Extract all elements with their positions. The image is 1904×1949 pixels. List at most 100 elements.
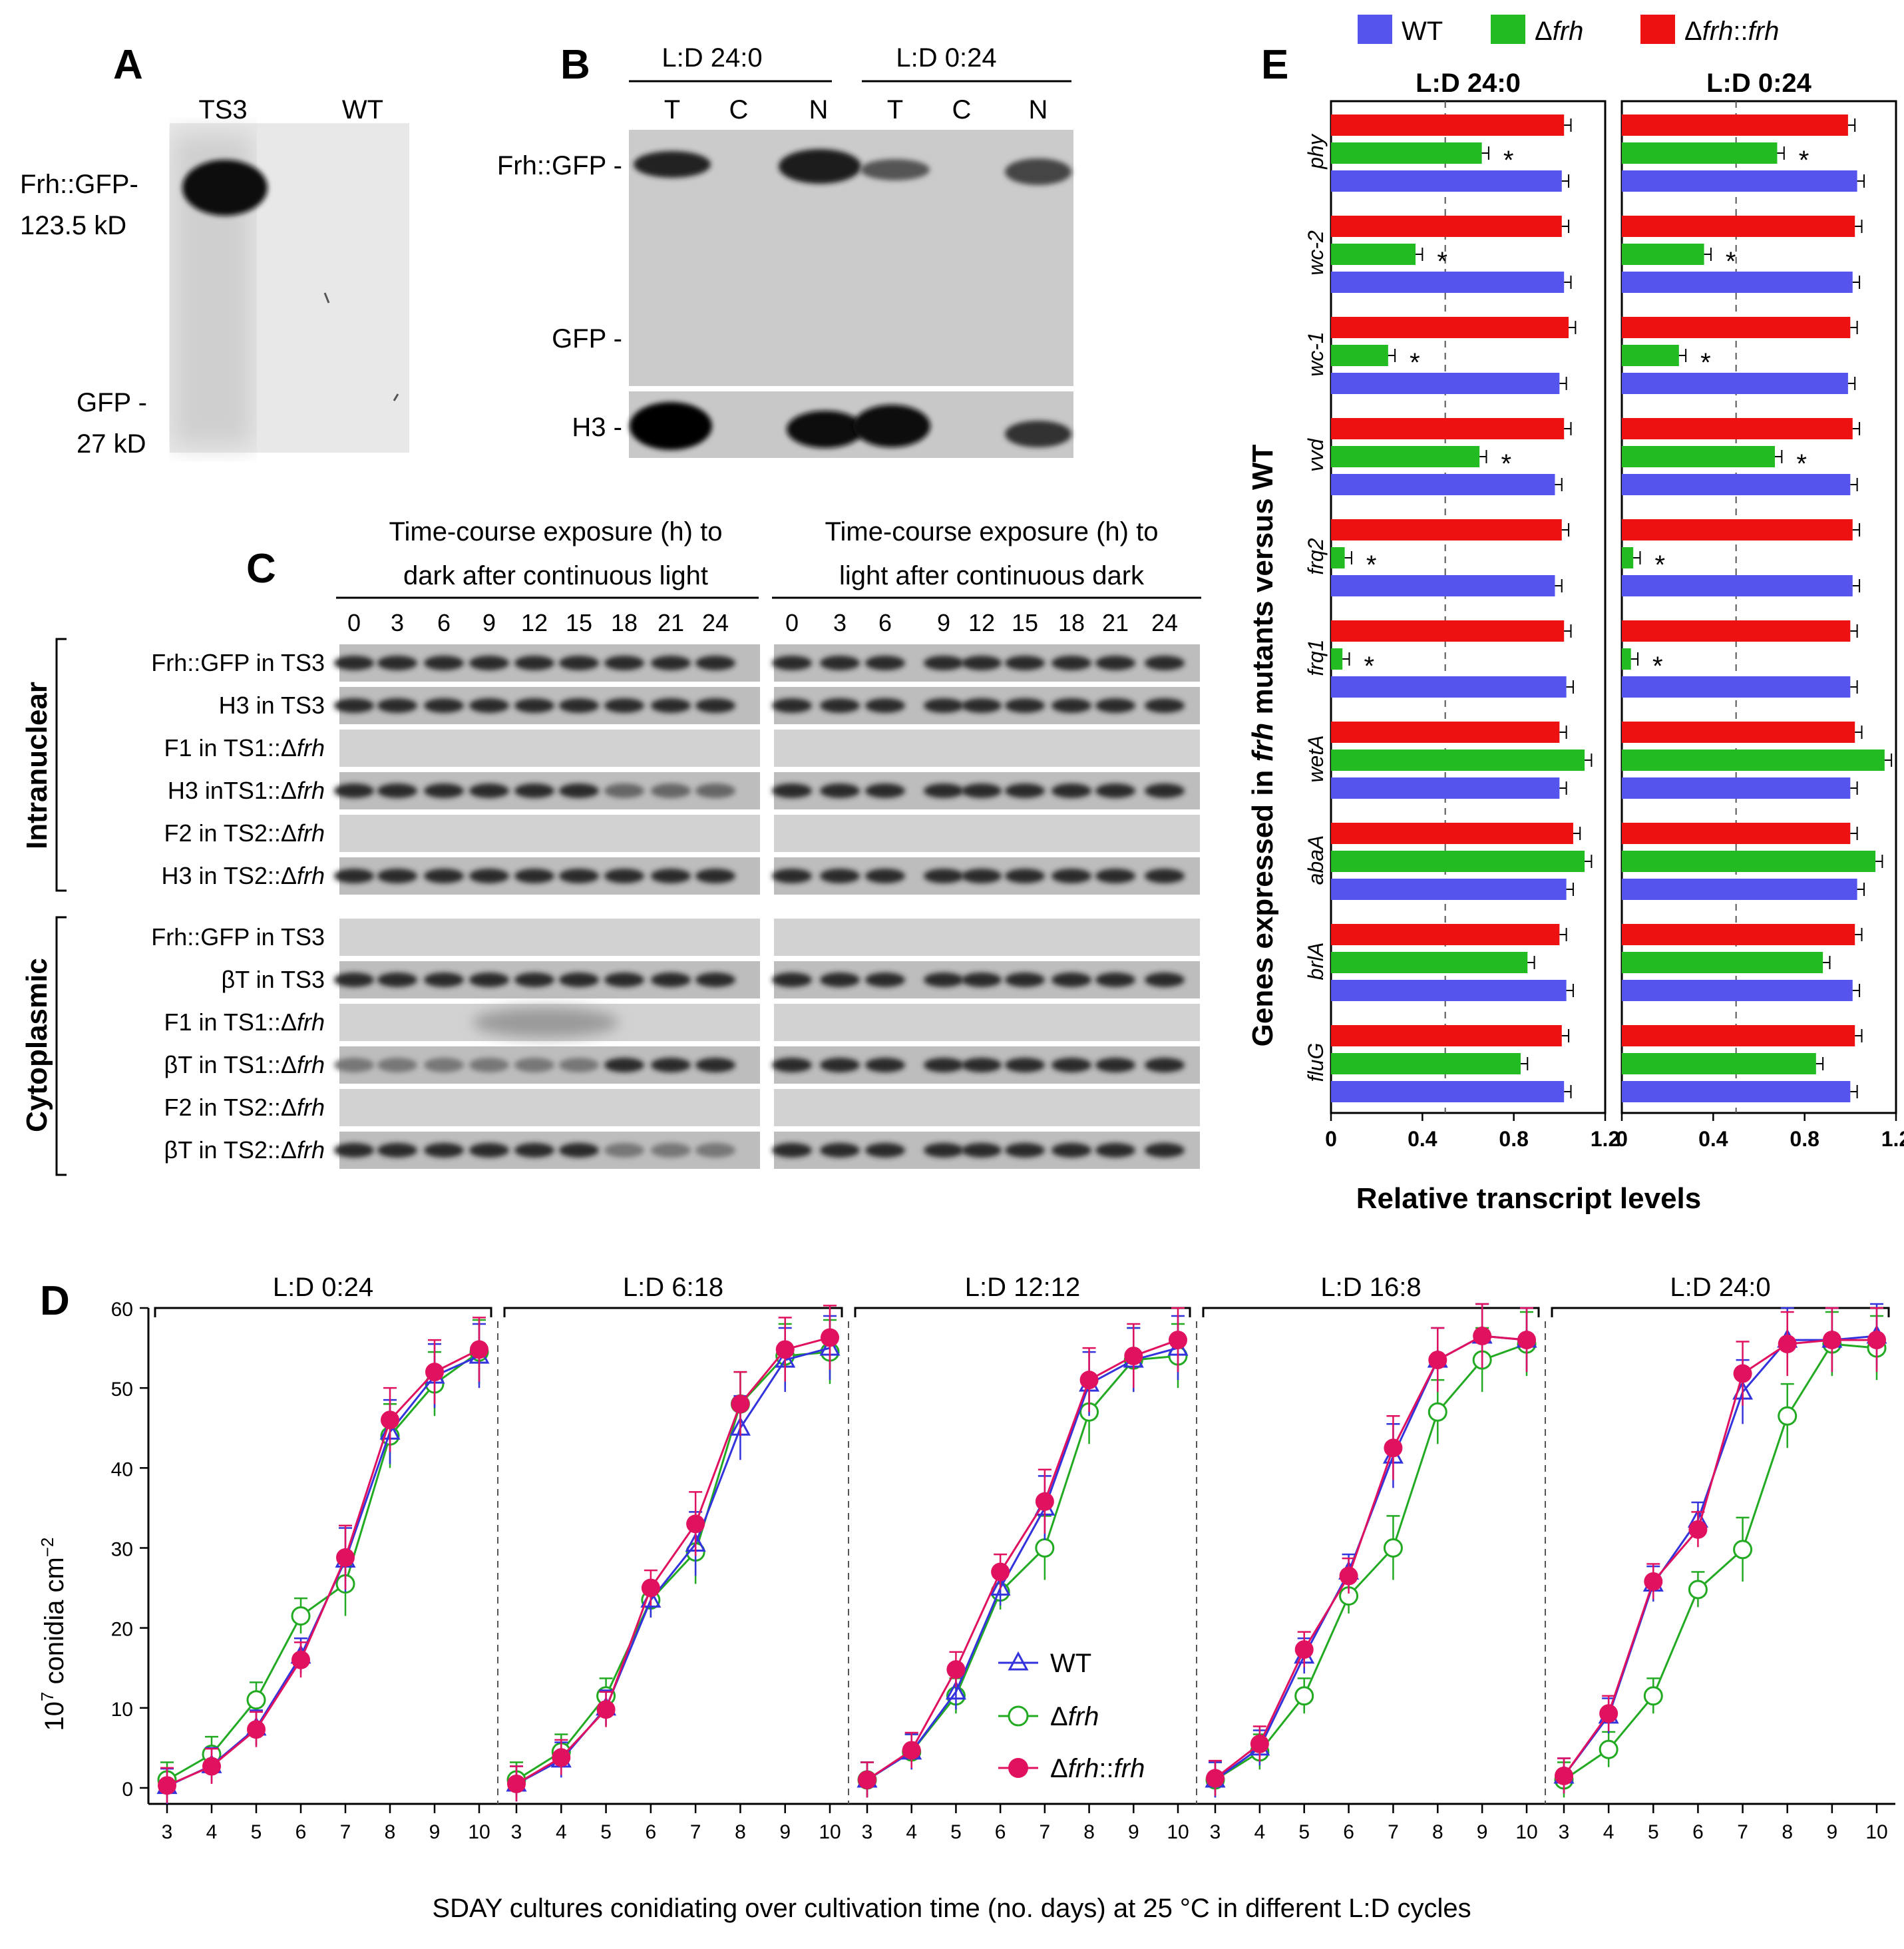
e-bar-0-brlA-0 [1331,924,1560,945]
c-tp-right-3: 3 [833,609,847,636]
label-part: Δ [1684,17,1702,46]
e-bar-1-frq2-1 [1622,547,1634,568]
c-band-11-0-8 [695,1143,735,1158]
c-band-7-1-4 [962,973,1002,987]
d-xtick-label-2-4: 7 [1040,1821,1051,1843]
c-blot-strip-4-1 [774,815,1200,852]
e-bar-0-vvd-1 [1331,446,1480,467]
d-facet-title-0: L:D 0:24 [273,1273,373,1302]
label-part: H3 in TS2::Δ [162,862,297,889]
d-legend-marker-wt [1008,1651,1029,1671]
panel-c: C Time-course exposure (h) to dark after… [21,517,1201,1176]
e-gene-abaA: abaA [1304,835,1328,885]
e-bar-chart: L:D 24:0 0 0.4 0.8 1.2 phy * wc-2 * wc-1 * vvd * frq2… [1304,69,1904,1151]
c-band-0-0-0 [334,656,374,670]
c-band-9-1-3 [924,1058,964,1072]
e-sig-1-frq1: * [1652,652,1663,681]
d-xtick-label-2-6: 9 [1128,1821,1139,1843]
c-band-7-0-1 [377,973,417,987]
d-xtick-label-4-6: 9 [1827,1821,1838,1843]
e-ylabel-part2: mutants versus WT [1246,445,1279,723]
d-xtick-label-1-2: 5 [600,1821,612,1843]
d-xtick-label-2-7: 10 [1167,1821,1189,1843]
d-point-4-frh-5 [1778,1406,1798,1426]
e-sig-0-frq1: * [1364,652,1374,681]
e-bar-0-phy-1 [1331,142,1482,164]
d-line-1-Δfrh [516,1351,831,1781]
c-blot-strip-4-0 [339,815,760,852]
label-part: βT in TS2::Δ [164,1136,297,1164]
d-legend-label-1: Δfrh [1050,1702,1099,1731]
e-bar-1-vvd-0 [1622,418,1853,439]
c-band-3-0-7 [651,783,691,798]
e-bar-1-brlA-1 [1622,952,1823,973]
c-band-7-0-7 [651,973,691,987]
e-bar-0-brlA-1 [1331,952,1528,973]
e-gene-wc-1: wc-1 [1304,331,1328,377]
d-legend-label-2: Δfrh::frh [1050,1754,1145,1783]
d-point-0-frh-2 [246,1690,266,1710]
label-part: Δ [1535,17,1553,46]
e-gene-frq1: frq1 [1304,639,1328,676]
c-band-11-0-7 [651,1143,691,1158]
c-band-1-1-2 [865,698,905,713]
c-band-11-1-8 [1145,1143,1185,1158]
label-gfp: GFP - [77,388,147,417]
c-tp-right-24: 24 [1151,609,1178,636]
e-legend: WT Δfrh Δfrh::frh [1358,15,1779,46]
group-cytoplasmic: Cytoplasmic [21,958,53,1132]
label-part: βT in TS3 [222,966,325,993]
c-band-7-0-6 [604,973,644,987]
e-xtick-label-0-1: 0.4 [1408,1127,1437,1151]
c-blot-strip-2-1 [774,730,1200,767]
d-ylabel-exp2: −2 [37,1538,57,1558]
c-band-0-0-1 [377,656,417,670]
d-xtick-label-0-3: 6 [295,1821,307,1843]
d-ytick-label-4: 40 [111,1458,133,1480]
d-line-3-WT [1215,1335,1527,1781]
c-band-11-1-7 [1095,1143,1135,1158]
d-ytick-label-3: 30 [111,1538,133,1560]
c-band-1-0-2 [424,698,464,713]
e-bar-1-frq1-0 [1622,620,1851,642]
d-title-bracket-2 [854,1307,1191,1317]
d-xtick-label-3-0: 3 [1210,1821,1221,1843]
d-xtick-label-3-4: 7 [1388,1821,1399,1843]
d-title-bracket-0 [154,1307,492,1317]
c-band-9-0-4 [514,1058,554,1072]
d-line-charts: 0 10 20 30 40 50 60 L:D 0:24 3 4 5 6 7 8 9 10 L:D 6:18 3 4… [111,1273,1895,1843]
e-bar-1-abaA-2 [1622,879,1857,900]
c-tp-left-9: 9 [482,609,496,636]
label-part: frh [1068,1702,1099,1731]
label-b-frh-gfp: Frh::GFP - [497,151,622,180]
d-point-2-wt-3 [990,1576,1011,1596]
d-xtick-label-2-1: 4 [906,1821,917,1843]
c-tp-left-15: 15 [566,609,592,636]
label-part: frh [1702,17,1734,46]
e-bar-1-fluG-0 [1622,1025,1855,1046]
e-bar-0-fluG-0 [1331,1025,1562,1046]
c-band-0-0-6 [604,656,644,670]
c-band-7-0-4 [514,973,554,987]
c-band-5-1-1 [820,869,860,883]
e-bar-0-abaA-1 [1331,851,1585,872]
d-point-3-comp-7 [1517,1331,1536,1350]
label-b-gfp: GFP - [552,324,622,353]
c-band-3-1-2 [865,783,905,798]
d-xtick-label-4-0: 3 [1559,1821,1570,1843]
c-band-1-1-8 [1145,698,1185,713]
d-point-4-comp-7 [1867,1331,1886,1350]
c-band-9-0-8 [695,1058,735,1072]
blot-a-frh-gfp-band [182,160,268,216]
d-point-4-frh-2 [1643,1686,1663,1706]
label-part: Frh::GFP in TS3 [151,649,325,676]
c-band-0-0-4 [514,656,554,670]
c-band-11-0-4 [514,1143,554,1158]
d-point-1-comp-6 [775,1340,795,1359]
c-band-0-1-1 [820,656,860,670]
c-band-7-0-3 [469,973,509,987]
d-xtick-label-1-3: 6 [646,1821,657,1843]
c-band-7-1-1 [820,973,860,987]
c-band-9-1-1 [820,1058,860,1072]
